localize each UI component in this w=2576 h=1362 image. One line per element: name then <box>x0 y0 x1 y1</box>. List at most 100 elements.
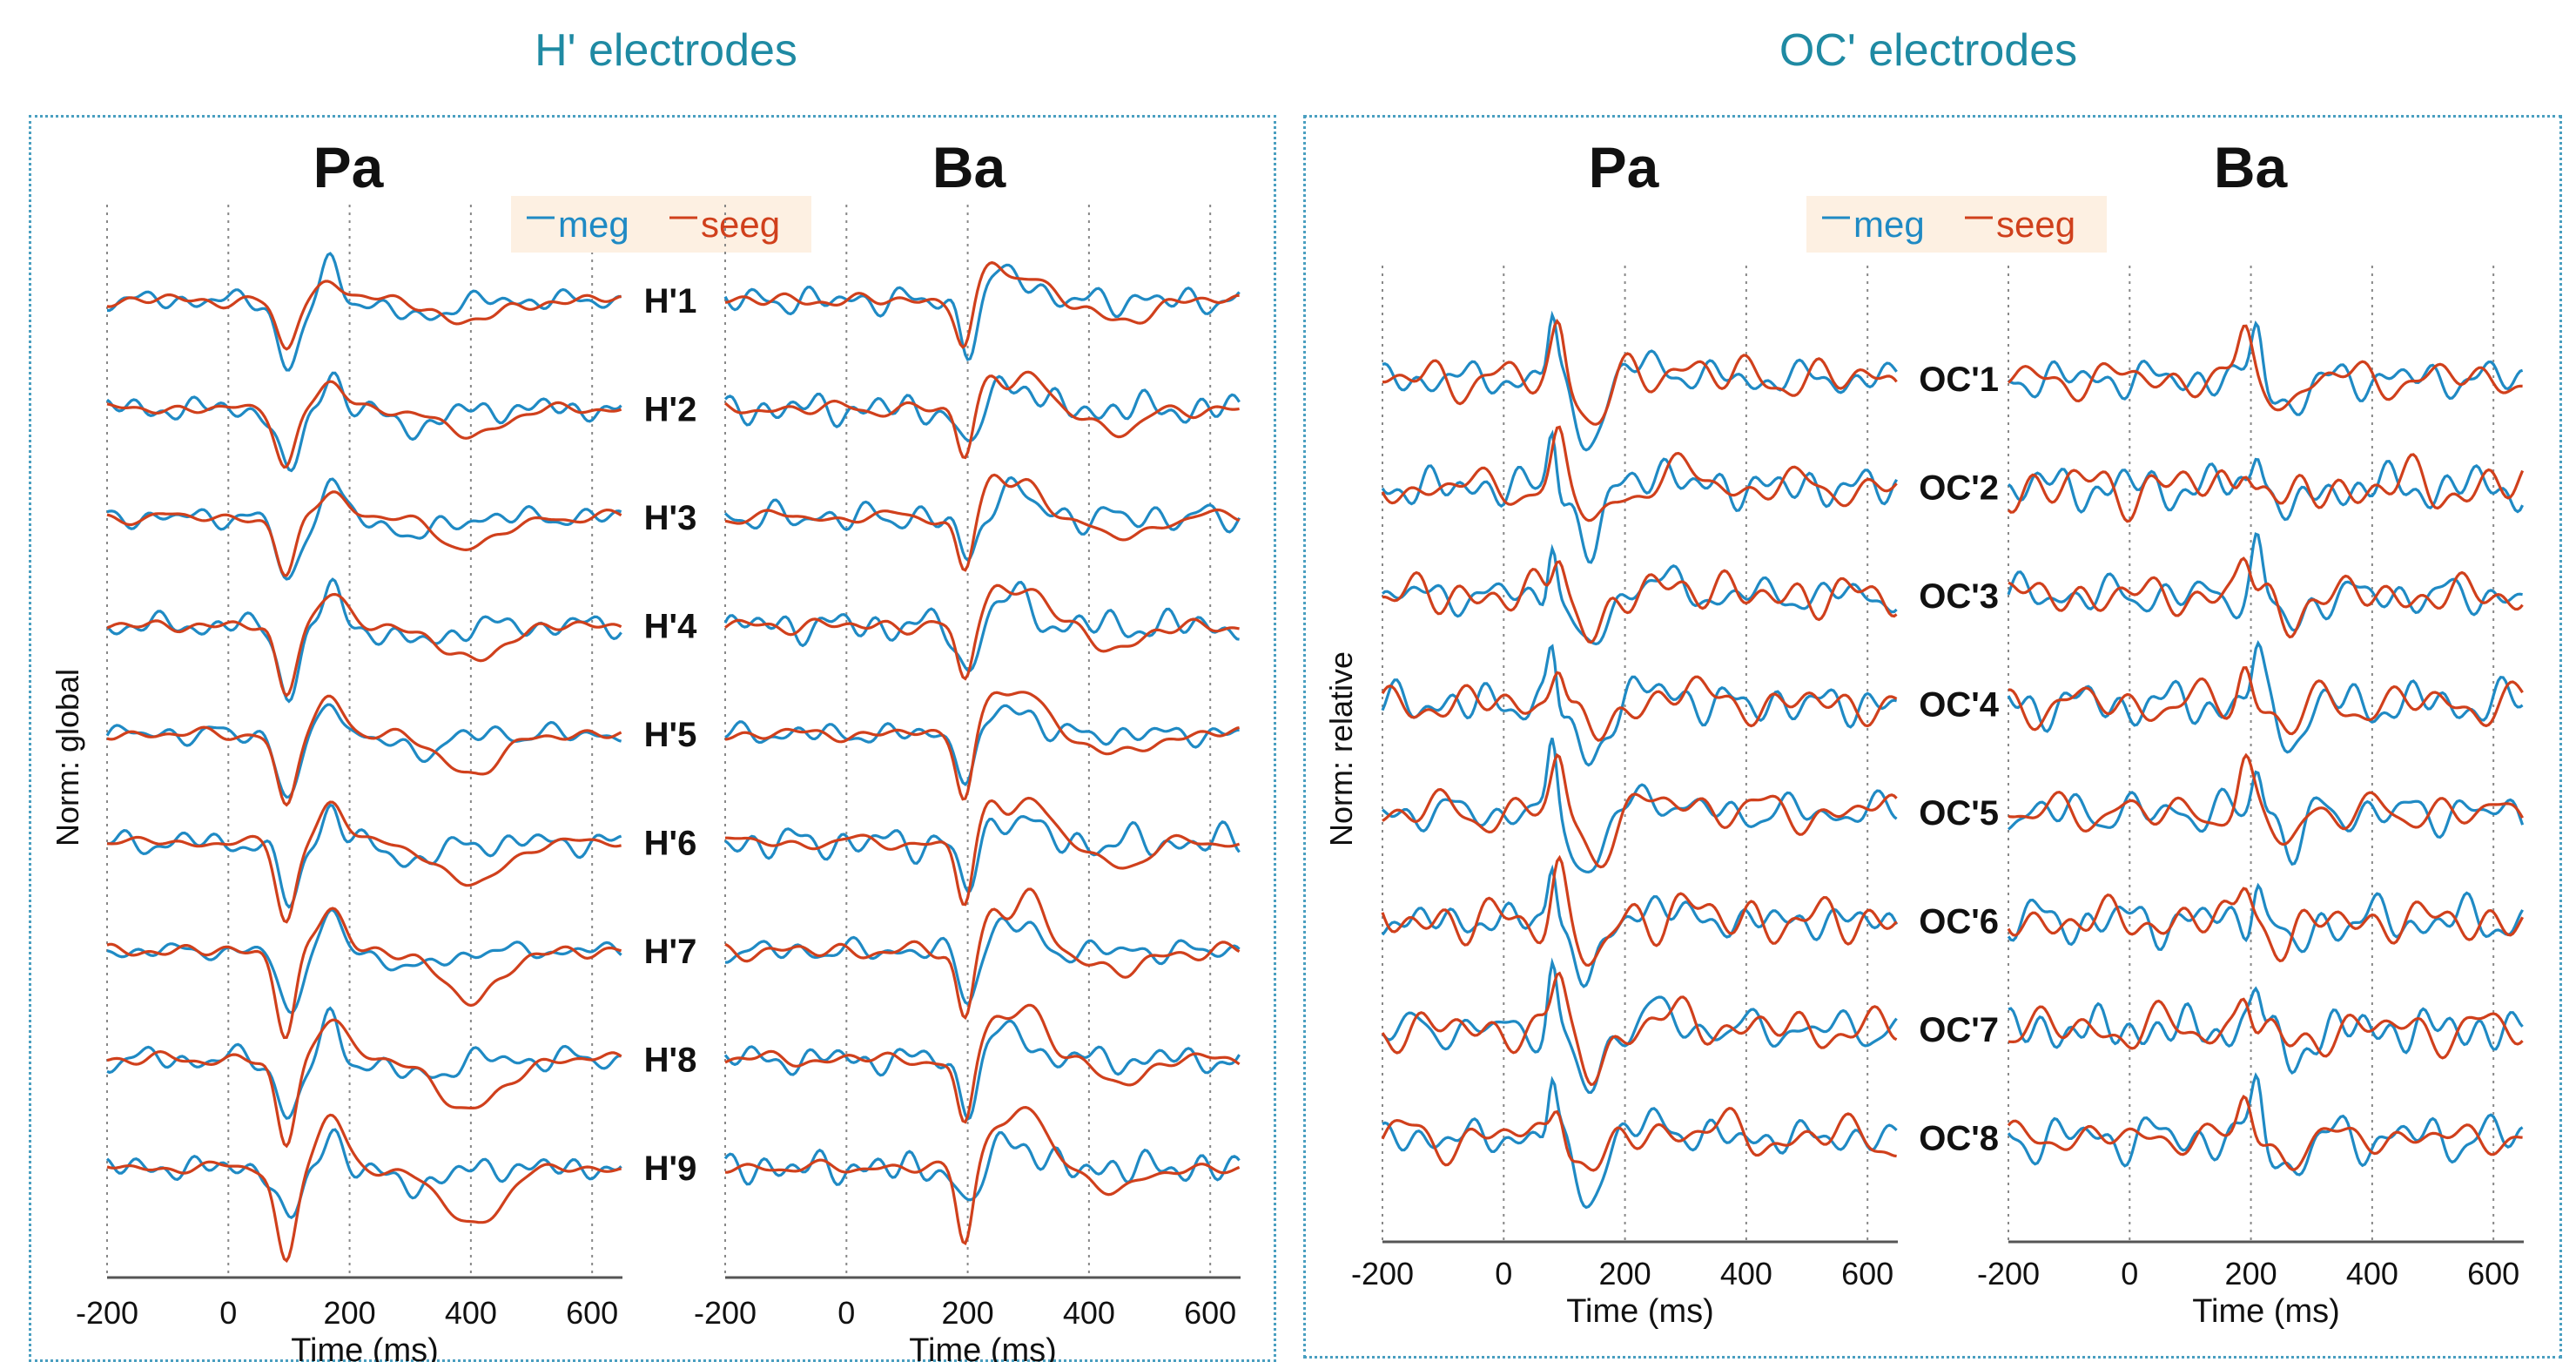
seeg-trace-H'5 <box>724 691 1240 801</box>
seeg-trace-H'5 <box>106 694 622 807</box>
seeg-trace-H'6 <box>107 800 622 924</box>
meg-trace-OC'6 <box>1381 864 1899 988</box>
x-tick-label: 200 <box>942 1295 994 1331</box>
seeg-trace-OC'3 <box>2008 556 2524 639</box>
meg-trace-OC'8 <box>2007 1072 2524 1177</box>
seeg-trace-OC'6 <box>1381 854 1898 968</box>
x-axis-label: Time (ms) <box>291 1332 439 1362</box>
legend-meg-label: meg <box>1853 204 1925 245</box>
electrode-label: OC'4 <box>1919 686 2000 725</box>
x-tick-label: 200 <box>324 1295 376 1331</box>
electrode-label: H'4 <box>644 608 697 646</box>
seeg-trace-H'8 <box>724 1003 1241 1124</box>
x-tick-label: 600 <box>2467 1256 2519 1291</box>
meg-trace-OC'2 <box>2007 457 2525 522</box>
seeg-trace-H'4 <box>724 583 1240 681</box>
electrode-label: OC'1 <box>1919 361 1999 399</box>
x-tick-label: 200 <box>2225 1256 2277 1291</box>
meg-trace-H'5 <box>105 703 622 799</box>
meg-trace-H'7 <box>106 908 622 1015</box>
x-axis-label: Time (ms) <box>1566 1293 1714 1330</box>
electrode-label: OC'5 <box>1919 794 1999 833</box>
x-tick-label: 600 <box>566 1295 618 1331</box>
meg-trace-OC'7 <box>1381 957 1898 1095</box>
section-title-oc: OC' electrodes <box>1779 25 2078 76</box>
seeg-trace-OC'1 <box>2007 324 2523 412</box>
seeg-trace-OC'8 <box>2007 1095 2523 1171</box>
meg-trace-H'3 <box>106 477 622 581</box>
meg-trace-OC'4 <box>1381 644 1898 767</box>
seeg-trace-OC'4 <box>1381 671 1898 742</box>
meg-trace-H'4 <box>723 580 1240 672</box>
seeg-trace-OC'2 <box>1381 425 1898 523</box>
meg-trace-OC'5 <box>1381 738 1898 874</box>
panel-title-3: Ba <box>2214 135 2289 199</box>
meg-trace-H'3 <box>723 475 1241 563</box>
oc-electrodes-panel <box>1303 115 2562 1359</box>
seeg-trace-OC'3 <box>1382 560 1898 644</box>
seeg-trace-OC'8 <box>1381 1107 1897 1172</box>
meg-trace-H'2 <box>106 371 622 473</box>
legend-box <box>1806 196 2107 253</box>
electrode-label: H'3 <box>644 499 697 537</box>
electrode-label: H'1 <box>644 282 697 320</box>
x-tick-label: 0 <box>219 1295 237 1331</box>
meg-trace-H'8 <box>723 1019 1241 1122</box>
x-tick-label: 200 <box>1599 1256 1651 1291</box>
seeg-trace-H'1 <box>724 260 1240 349</box>
y-axis-label: Norm: global <box>50 669 85 846</box>
meg-trace-OC'4 <box>2007 639 2524 754</box>
seeg-trace-H'2 <box>723 370 1240 460</box>
x-axis-label: Time (ms) <box>909 1332 1057 1362</box>
meg-trace-H'9 <box>723 1130 1241 1202</box>
electrode-label: H'5 <box>644 716 697 754</box>
seeg-trace-OC'1 <box>1382 318 1898 426</box>
seeg-trace-H'9 <box>724 1105 1241 1246</box>
h-electrodes-panel <box>29 115 1276 1362</box>
x-tick-label: 400 <box>2346 1256 2398 1291</box>
x-tick-label: 400 <box>1063 1295 1115 1331</box>
seeg-trace-H'1 <box>106 280 622 351</box>
meg-trace-H'2 <box>723 374 1241 442</box>
electrode-label: H'6 <box>644 825 697 863</box>
meg-trace-OC'3 <box>2007 532 2523 632</box>
meg-trace-H'6 <box>106 803 622 909</box>
seeg-trace-H'2 <box>106 380 622 469</box>
seeg-trace-H'3 <box>106 490 622 577</box>
seeg-trace-H'8 <box>106 1018 622 1149</box>
meg-trace-H'5 <box>724 704 1240 786</box>
x-tick-label: 0 <box>1495 1256 1512 1291</box>
legend-seeg-label: seeg <box>1996 204 2075 245</box>
x-tick-label: -200 <box>1977 1256 2040 1291</box>
x-tick-label: 600 <box>1841 1256 1893 1291</box>
seeg-trace-OC'7 <box>1381 971 1898 1087</box>
meg-trace-H'6 <box>724 814 1241 893</box>
x-tick-label: -200 <box>76 1295 138 1331</box>
x-tick-label: -200 <box>694 1295 757 1331</box>
electrode-label: OC'7 <box>1919 1011 1999 1049</box>
electrode-label: OC'6 <box>1919 903 1999 941</box>
section-title-h: H' electrodes <box>535 25 797 76</box>
panel-title-1: Ba <box>932 135 1007 199</box>
seeg-trace-H'7 <box>106 907 622 1040</box>
electrode-label: H'7 <box>644 933 697 971</box>
meg-trace-H'1 <box>107 252 622 372</box>
x-tick-label: 400 <box>445 1295 497 1331</box>
x-axis-label: Time (ms) <box>2192 1293 2340 1330</box>
seeg-trace-H'9 <box>106 1113 622 1264</box>
legend-seeg-label: seeg <box>701 204 780 245</box>
meg-trace-H'7 <box>724 916 1241 1006</box>
seeg-trace-H'3 <box>724 473 1241 572</box>
meg-trace-H'4 <box>105 577 622 704</box>
panel-title-2: Pa <box>1589 135 1660 199</box>
y-axis-label: Norm: relative <box>1323 651 1359 846</box>
legend-meg-label: meg <box>558 204 629 245</box>
electrode-label: OC'3 <box>1919 577 1999 616</box>
meg-trace-H'1 <box>723 263 1241 361</box>
meg-trace-OC'1 <box>2007 320 2524 416</box>
x-tick-label: 600 <box>1184 1295 1236 1331</box>
seeg-trace-OC'7 <box>2008 997 2524 1060</box>
meg-trace-H'8 <box>106 1006 622 1120</box>
panel-title-0: Pa <box>313 135 385 199</box>
